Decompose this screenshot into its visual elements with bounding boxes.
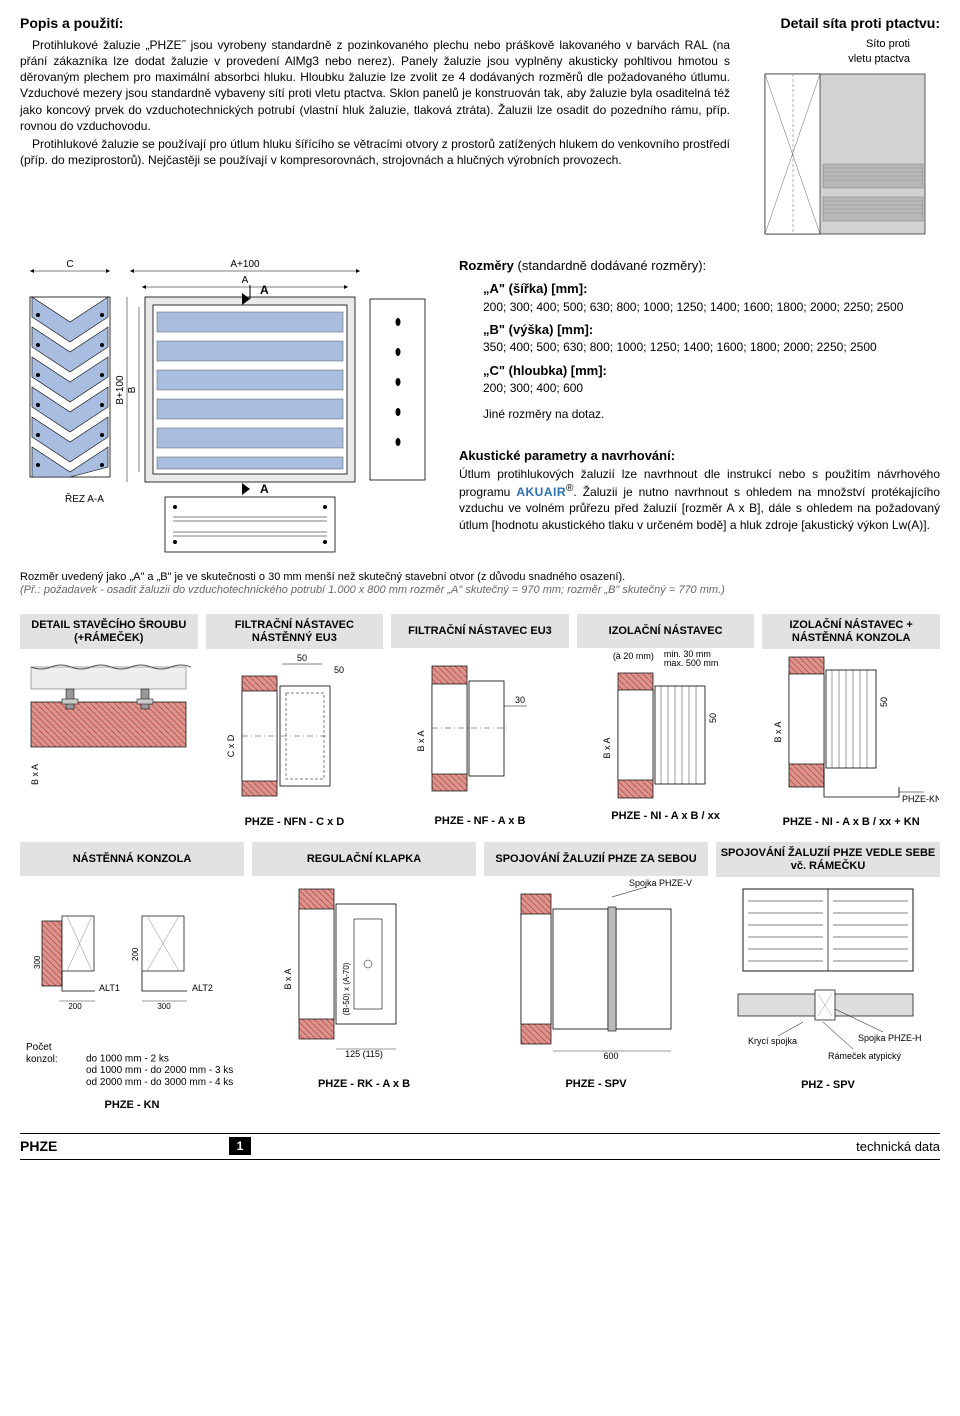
acc-fig-0: B x A [26, 657, 191, 802]
acc3-sub: (à 20 mm) [613, 650, 654, 668]
footnote-line-1: Rozměr uvedený jako „A" a „B" je ve skut… [20, 571, 940, 585]
sito-label-2: vletu ptactva [848, 53, 910, 65]
mesh-detail-figure [760, 69, 930, 239]
dim-b-label: „B" (výška) [mm]: [459, 321, 940, 339]
dim-c-label: „C" (hloubka) [mm]: [459, 362, 940, 380]
acc2-fig-2: Spojka PHZE-V 600 [491, 879, 701, 1069]
svg-text:B: B [127, 386, 138, 393]
acc2-title-3: SPOJOVÁNÍ ŽALUZIÍ PHZE VEDLE SEBE vč. RÁ… [716, 842, 940, 877]
svg-text:B x A: B x A [416, 730, 426, 751]
svg-text:B x A: B x A [30, 764, 40, 785]
dim-b-values: 350; 400; 500; 630; 800; 1000; 1250; 140… [459, 339, 940, 355]
svg-text:30: 30 [515, 695, 525, 705]
svg-text:B x A: B x A [602, 738, 612, 759]
footer-left: PHZE [20, 1137, 220, 1156]
footer-right: technická data [260, 1138, 940, 1156]
svg-text:50: 50 [708, 713, 718, 723]
acc-fig-3: 50 B x A [583, 668, 748, 803]
dim-c-values: 200; 300; 400; 600 [459, 380, 940, 396]
svg-text:A: A [260, 283, 269, 297]
svg-text:A+100: A+100 [230, 259, 260, 270]
sito-label-1: Síto proti [866, 38, 910, 50]
svg-text:Spojka PHZE-V: Spojka PHZE-V [629, 879, 692, 888]
acc-code-4: PHZE - NI - A x B / xx + KN [762, 815, 940, 830]
acoustic-body: Útlum protihlukových žaluzií lze navrhno… [459, 466, 940, 533]
svg-text:125 (115): 125 (115) [345, 1049, 383, 1059]
acc2-code-1: PHZE - RK - A x B [252, 1077, 476, 1092]
svg-text:300: 300 [33, 955, 42, 969]
acc-title-1: FILTRAČNÍ NÁSTAVEC NÁSTĚNNÝ EU3 [206, 614, 384, 649]
acc2-fig-0: ALT1 300 200 ALT2 200 300 [27, 891, 237, 1021]
acc-fig-4: PHZE-KN 50 B x A [764, 652, 939, 807]
acc2-code-2: PHZE - SPV [484, 1077, 708, 1092]
svg-text:B x A: B x A [283, 968, 293, 989]
dimensions-title: Rozměry (standardně dodávané rozměry): [459, 257, 940, 275]
svg-text:C x D: C x D [226, 735, 236, 758]
acc2-fig-3a [728, 881, 928, 976]
acc-fig-2: 30 B x A [397, 656, 562, 801]
main-drawing: C A+100 A [20, 257, 445, 557]
svg-text:50: 50 [879, 697, 889, 707]
svg-text:C: C [66, 259, 73, 270]
description-title: Popis a použití: [20, 14, 730, 33]
dim-a-values: 200; 300; 400; 500; 630; 800; 1000; 1250… [459, 299, 940, 315]
acc-code-1: PHZE - NFN - C x D [206, 815, 384, 830]
svg-text:200: 200 [131, 947, 140, 961]
svg-text:Rámeček atypický: Rámeček atypický [828, 1051, 902, 1061]
konzol-count: Počet konzol:do 1000 mm - 2 ks od 1000 m… [20, 1042, 244, 1088]
acc-code-3: PHZE - NI - A x B / xx [577, 809, 755, 824]
acc-title-0: DETAIL STAVĚCÍHO ŠROUBU (+RÁMEČEK) [20, 614, 198, 649]
acc2-code-0: PHZE - KN [20, 1098, 244, 1113]
svg-text:ALT2: ALT2 [192, 983, 213, 993]
svg-text:200: 200 [68, 1002, 82, 1011]
svg-text:ŘEZ A-A: ŘEZ A-A [65, 492, 104, 505]
acc3-minmax: min. 30 mm max. 500 mm [664, 650, 719, 668]
brand-name: AKUAIR [516, 485, 566, 499]
page-number: 1 [229, 1137, 251, 1155]
dim-a-label: „A" (šířka) [mm]: [459, 280, 940, 298]
svg-text:A: A [242, 275, 249, 286]
svg-text:600: 600 [603, 1051, 618, 1061]
description-paragraph: Protihlukové žaluzie „PHZE˝ jsou vyroben… [20, 37, 730, 134]
acc-code-0 [20, 815, 198, 830]
svg-text:300: 300 [157, 1002, 171, 1011]
svg-text:B+100: B+100 [115, 375, 126, 405]
description-paragraph-2: Protihlukové žaluzie se používají pro út… [20, 136, 730, 168]
acc-title-2: FILTRAČNÍ NÁSTAVEC EU3 [391, 614, 569, 648]
svg-text:PHZE-KN: PHZE-KN [902, 794, 939, 804]
svg-text:(B-50) x (A-70): (B-50) x (A-70) [342, 962, 351, 1015]
svg-text:50: 50 [334, 665, 344, 675]
dim-other: Jiné rozměry na dotaz. [459, 406, 940, 422]
acc2-title-0: NÁSTĚNNÁ KONZOLA [20, 842, 244, 876]
acc-title-4: IZOLAČNÍ NÁSTAVEC + NÁSTĚNNÁ KONZOLA [762, 614, 940, 649]
svg-text:ALT1: ALT1 [99, 983, 120, 993]
acoustic-title: Akustické parametry a navrhování: [459, 447, 940, 465]
detail-mesh-title: Detail síta proti ptactvu: [750, 14, 940, 33]
acc-code-2: PHZE - NF - A x B [391, 814, 569, 829]
svg-text:Spojka PHZE-H: Spojka PHZE-H [858, 1033, 922, 1043]
acc2-code-3: PHZ - SPV [716, 1078, 940, 1093]
svg-text:Krycí spojka: Krycí spojka [748, 1036, 797, 1046]
footnote-line-2: (Př.: požadavek - osadit žaluzii do vzdu… [20, 584, 940, 598]
svg-text:50: 50 [297, 653, 307, 663]
svg-text:A: A [260, 482, 269, 496]
acc2-title-2: SPOJOVÁNÍ ŽALUZIÍ PHZE ZA SEBOU [484, 842, 708, 876]
acc-title-3: IZOLAČNÍ NÁSTAVEC [577, 614, 755, 648]
acc2-title-1: REGULAČNÍ KLAPKA [252, 842, 476, 876]
svg-text:B x A: B x A [773, 721, 783, 742]
acc-fig-1: 50 50 C x D [212, 651, 377, 806]
acc2-fig-1: B x A (B-50) x (A-70) 125 (115) [264, 879, 464, 1069]
acc2-fig-3b: Krycí spojka Spojka PHZE-H Rámeček atypi… [723, 984, 933, 1069]
